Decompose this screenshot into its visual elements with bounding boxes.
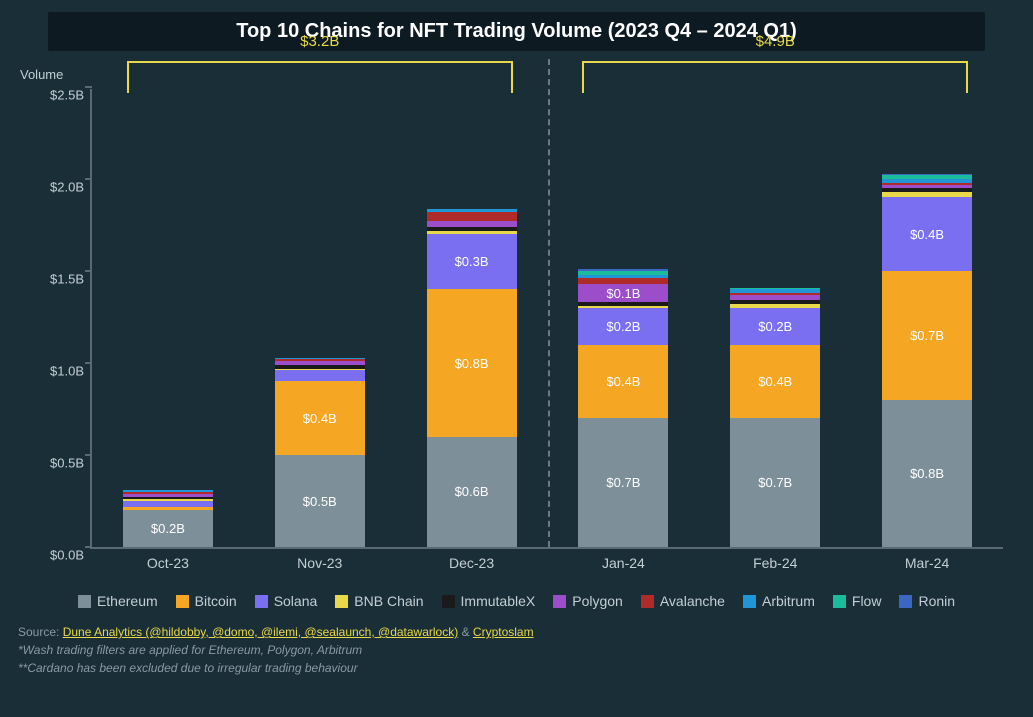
seg-bitcoin: $0.4B — [578, 345, 668, 419]
plot-area: $0.0B$0.5B$1.0B$1.5B$2.0B$2.5B$0.2BOct-2… — [90, 89, 1003, 549]
legend-label: BNB Chain — [354, 593, 423, 609]
legend-label: Solana — [274, 593, 318, 609]
legend-item-avalanche: Avalanche — [641, 593, 725, 609]
x-tick-label: Jan-24 — [578, 555, 668, 571]
bar-Feb-24: $0.7B$0.4B$0.2BFeb-24 — [730, 288, 820, 547]
chart-area: Volume $0.0B$0.5B$1.0B$1.5B$2.0B$2.5B$0.… — [20, 59, 1013, 579]
y-tick-label: $1.5B — [34, 272, 84, 287]
seg-bitcoin: $0.4B — [275, 381, 365, 455]
seg-ethereum: $0.7B — [578, 418, 668, 547]
footnote-1: *Wash trading filters are applied for Et… — [18, 641, 1015, 659]
x-tick-label: Mar-24 — [882, 555, 972, 571]
legend-item-bitcoin: Bitcoin — [176, 593, 237, 609]
x-tick-label: Dec-23 — [427, 555, 517, 571]
legend-label: Ronin — [918, 593, 955, 609]
legend-swatch — [255, 595, 268, 608]
bar-Nov-23: $0.5B$0.4BNov-23 — [275, 358, 365, 547]
y-tick-label: $2.5B — [34, 88, 84, 103]
legend-label: Polygon — [572, 593, 623, 609]
source-prefix: Source: — [18, 625, 63, 639]
legend-item-ronin: Ronin — [899, 593, 955, 609]
quarter-divider — [548, 59, 550, 547]
legend-swatch — [176, 595, 189, 608]
y-tick-label: $2.0B — [34, 180, 84, 195]
bar-Mar-24: $0.8B$0.7B$0.4BMar-24 — [882, 174, 972, 547]
legend-swatch — [335, 595, 348, 608]
seg-ethereum: $0.6B — [427, 437, 517, 547]
source-link-dune[interactable]: Dune Analytics (@hildobby, @domo, @ilemi… — [63, 625, 459, 639]
legend-label: Bitcoin — [195, 593, 237, 609]
y-axis-label: Volume — [20, 67, 63, 82]
footnote-2: **Cardano has been excluded due to irreg… — [18, 659, 1015, 677]
x-tick-label: Nov-23 — [275, 555, 365, 571]
source-sep: & — [462, 625, 473, 639]
legend-item-flow: Flow — [833, 593, 882, 609]
legend-label: Arbitrum — [762, 593, 815, 609]
bar-Jan-24: $0.7B$0.4B$0.2B$0.1BJan-24 — [578, 269, 668, 547]
seg-solana: $0.3B — [427, 234, 517, 289]
seg-solana: $0.2B — [578, 308, 668, 345]
seg-solana — [275, 370, 365, 381]
x-tick-label: Oct-23 — [123, 555, 213, 571]
seg-bitcoin: $0.8B — [427, 289, 517, 436]
bar-Dec-23: $0.6B$0.8B$0.3BDec-23 — [427, 209, 517, 547]
y-tick-label: $0.5B — [34, 456, 84, 471]
legend-item-immutablex: ImmutableX — [442, 593, 536, 609]
source-line: Source: Dune Analytics (@hildobby, @domo… — [18, 623, 1015, 641]
legend-item-bnb-chain: BNB Chain — [335, 593, 423, 609]
x-tick-label: Feb-24 — [730, 555, 820, 571]
legend-swatch — [78, 595, 91, 608]
legend: Ethereum Bitcoin Solana BNB Chain ImmutableX… — [60, 593, 973, 609]
bracket: $4.9B — [582, 61, 968, 85]
legend-swatch — [743, 595, 756, 608]
y-tick-label: $0.0B — [34, 548, 84, 563]
seg-ethereum: $0.7B — [730, 418, 820, 547]
seg-ethereum: $0.2B — [123, 510, 213, 547]
seg-polygon: $0.1B — [578, 284, 668, 302]
legend-label: ImmutableX — [461, 593, 536, 609]
source-link-cryptoslam[interactable]: Cryptoslam — [473, 625, 534, 639]
legend-item-polygon: Polygon — [553, 593, 623, 609]
seg-ethereum: $0.5B — [275, 455, 365, 547]
seg-solana: $0.4B — [882, 197, 972, 271]
seg-bitcoin: $0.7B — [882, 271, 972, 400]
bar-Oct-23: $0.2BOct-23 — [123, 490, 213, 547]
legend-swatch — [899, 595, 912, 608]
y-tick-label: $1.0B — [34, 364, 84, 379]
seg-solana: $0.2B — [730, 308, 820, 345]
legend-label: Ethereum — [97, 593, 158, 609]
legend-label: Flow — [852, 593, 882, 609]
legend-swatch — [442, 595, 455, 608]
legend-swatch — [553, 595, 566, 608]
bracket-label: $4.9B — [584, 33, 966, 50]
seg-bitcoin: $0.4B — [730, 345, 820, 419]
legend-item-ethereum: Ethereum — [78, 593, 158, 609]
bracket: $3.2B — [127, 61, 513, 85]
footer: Source: Dune Analytics (@hildobby, @domo… — [18, 623, 1015, 677]
seg-ethereum: $0.8B — [882, 400, 972, 547]
legend-item-solana: Solana — [255, 593, 318, 609]
legend-swatch — [833, 595, 846, 608]
seg-avalanche — [427, 212, 517, 221]
legend-label: Avalanche — [660, 593, 725, 609]
legend-swatch — [641, 595, 654, 608]
bracket-label: $3.2B — [129, 33, 511, 50]
legend-item-arbitrum: Arbitrum — [743, 593, 815, 609]
